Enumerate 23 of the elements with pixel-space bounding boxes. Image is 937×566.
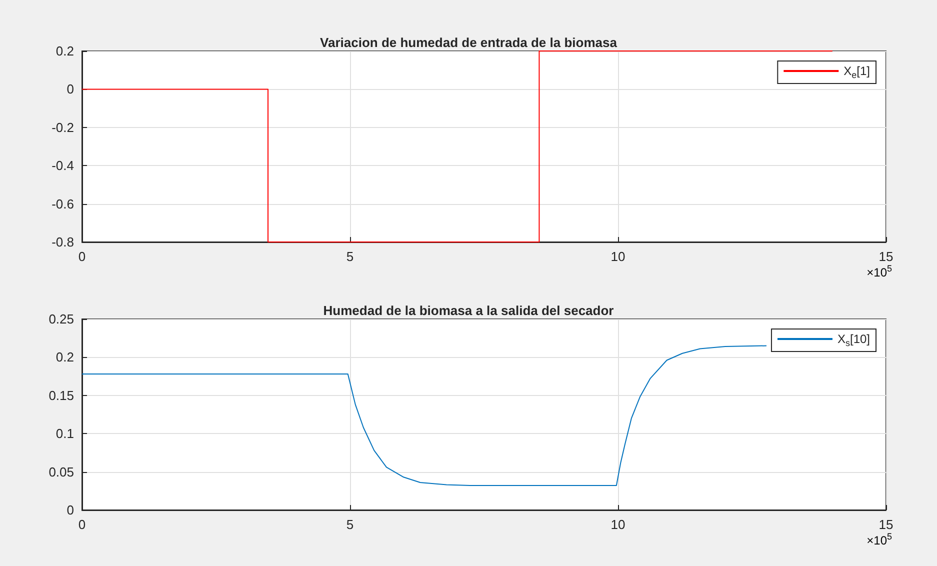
line-series <box>82 345 767 486</box>
y-tick-label: -0.8 <box>52 234 74 250</box>
x-tick-label: 10 <box>610 517 626 532</box>
y-tick-label: 0.05 <box>48 464 74 480</box>
chart-title: Variacion de humedad de entrada de la biomasa <box>320 35 618 50</box>
y-tick-label: 0.2 <box>56 44 74 58</box>
y-tick-label: 0.2 <box>56 350 74 365</box>
y-tick-label: 0.1 <box>56 426 74 442</box>
x-tick-label: 15 <box>878 517 894 532</box>
y-tick-label: 0.15 <box>48 388 74 403</box>
chart-title: Humedad de la biomasa a la salida del secador <box>323 303 614 318</box>
x-tick-label: 0 <box>78 517 86 532</box>
y-tick-label: 0.25 <box>48 312 74 326</box>
y-tick-label: 0 <box>66 82 74 97</box>
x-tick-label: 15 <box>878 249 894 264</box>
x-tick-label: 10 <box>610 249 626 264</box>
x-tick-label: 5 <box>346 249 354 264</box>
y-tick-label: -0.2 <box>52 120 74 135</box>
y-tick-label: 0 <box>66 502 74 518</box>
y-tick-label: -0.6 <box>52 196 74 212</box>
x-tick-label: 5 <box>346 517 354 532</box>
y-tick-label: -0.4 <box>52 158 74 174</box>
x-tick-label: 0 <box>78 249 86 264</box>
